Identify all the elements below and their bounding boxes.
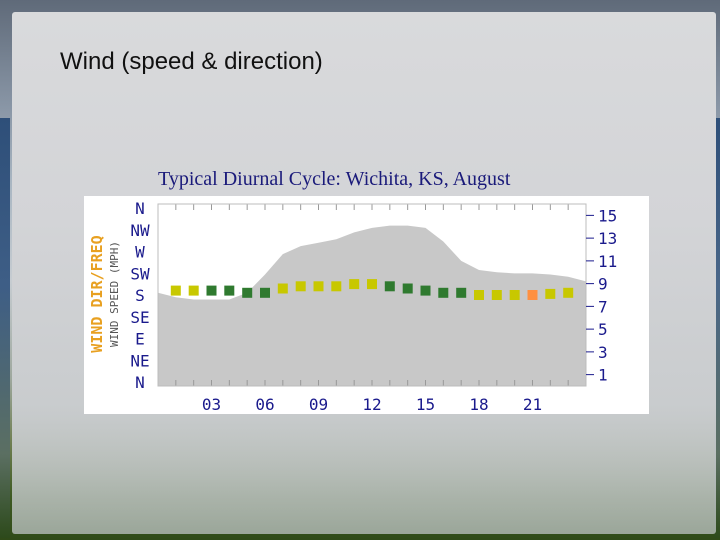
direction-marker [313,281,324,292]
speed-tick-label: 7 [598,297,608,316]
left-axis-title-speed: WIND SPEED (MPH) [108,241,121,347]
speed-tick-label: 13 [598,229,617,248]
direction-marker [527,290,538,300]
direction-marker [206,285,217,296]
plot-border [157,203,587,387]
background-edge-left [0,118,10,538]
direction-tick-label: NW [130,221,150,240]
direction-marker [188,285,199,296]
direction-tick-label: N [135,199,145,218]
x-tick-label: 21 [523,395,542,414]
direction-marker [242,287,253,298]
direction-marker [224,285,235,296]
direction-marker [456,287,467,298]
wind-chart: WIND DIR/FREQ WIND SPEED (MPH)NNWWSWSSEEN… [88,199,617,414]
chart-container: WIND DIR/FREQ WIND SPEED (MPH) N NW W SW S SE E N… [84,196,649,414]
speed-tick-label: 11 [598,252,617,271]
direction-marker [438,287,449,298]
x-tick-label: 18 [469,395,488,414]
direction-marker [260,287,270,298]
x-tick-label: 09 [309,395,328,414]
direction-marker [367,279,377,290]
direction-tick-label: S [135,286,145,305]
wind-speed-area [158,225,586,386]
direction-marker [331,281,342,292]
direction-marker [420,285,431,296]
direction-marker [491,290,502,300]
chart-title: Typical Diurnal Cycle: Wichita, KS, Augu… [158,168,511,190]
direction-tick-label: N [135,373,145,392]
direction-marker [384,281,395,292]
direction-tick-label: NE [130,351,149,370]
direction-marker [563,287,574,298]
x-tick-label: 15 [416,395,435,414]
speed-tick-label: 15 [598,206,617,225]
left-axis-title-direction: WIND DIR/FREQ [88,235,106,352]
x-tick-label: 03 [202,395,221,414]
direction-marker [474,290,484,300]
speed-tick-label: 1 [598,366,608,385]
speed-tick-label: 5 [598,320,608,339]
direction-tick-label: SE [130,308,149,327]
direction-marker [349,279,360,290]
slide-title: Wind (speed & direction) [60,48,323,75]
direction-marker [277,283,288,294]
direction-tick-label: SW [130,264,150,283]
direction-marker [509,290,520,300]
direction-marker [295,281,306,292]
direction-marker [402,283,413,294]
x-tick-label: 06 [255,395,274,414]
direction-tick-label: W [135,243,145,262]
direction-tick-label: E [135,330,145,349]
speed-tick-label: 3 [598,343,608,362]
x-tick-label: 12 [362,395,381,414]
speed-tick-label: 9 [598,275,608,294]
direction-marker [545,288,556,299]
direction-marker [170,285,181,296]
background-edge-right [714,118,720,538]
